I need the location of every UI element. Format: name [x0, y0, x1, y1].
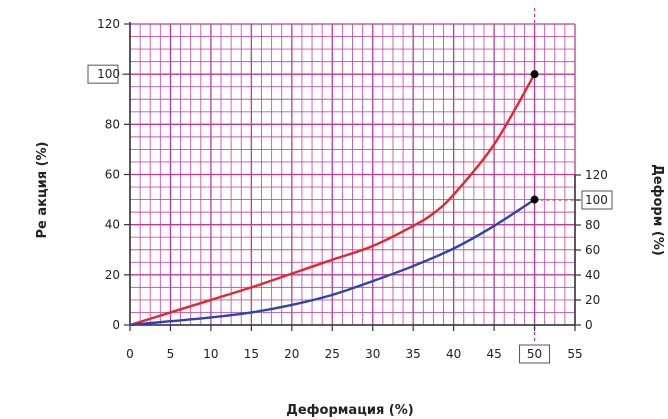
y-axis-title: Ре акция (%) — [35, 142, 50, 239]
x-tick-label: 50 — [527, 347, 542, 361]
y2-tick-label: 100 — [585, 193, 608, 207]
y2-tick-box — [581, 190, 613, 210]
grid — [122, 8, 605, 343]
y2-tick-label: 40 — [585, 268, 600, 282]
y2-tick-label: 20 — [585, 293, 600, 307]
x-tick-label: 30 — [365, 347, 380, 361]
x-tick-label: 0 — [126, 347, 134, 361]
y-tick-label: 40 — [105, 218, 120, 232]
series-line-1 — [128, 72, 536, 327]
y-tick-label: 80 — [105, 117, 120, 131]
x-tick-label: 55 — [567, 347, 582, 361]
x-tick-label: 20 — [284, 347, 299, 361]
x-tick-label: 10 — [203, 347, 218, 361]
markers-layer — [530, 70, 539, 204]
tick-labels: 0 5 10 15 20 25 30 35 40 45 50 55 0 20 40 60 80 100 120 0 20… — [87, 17, 613, 364]
y-tick-label: 60 — [105, 168, 120, 182]
x-tick-box — [519, 344, 551, 364]
y-tick-label: 20 — [105, 268, 120, 282]
x-tick-label: 40 — [446, 347, 461, 361]
y2-tick-label: 0 — [585, 318, 593, 332]
x-axis-title: Деформация (%) — [286, 403, 413, 418]
endpoint-marker-1 — [530, 70, 539, 79]
y-tick-box — [87, 64, 119, 84]
x-tick-label: 15 — [244, 347, 259, 361]
y2-tick-label: 120 — [585, 168, 608, 182]
x-tick-label: 35 — [406, 347, 421, 361]
x-tick-label: 45 — [486, 347, 501, 361]
endpoint-marker-2 — [530, 195, 539, 204]
x-tick-label: 25 — [325, 347, 340, 361]
y2-tick-label: 60 — [585, 243, 600, 257]
y2-tick-label: 80 — [585, 218, 600, 232]
y-tick-label: 120 — [97, 17, 120, 31]
series-line-2 — [128, 198, 536, 327]
y-tick-label: 0 — [112, 318, 120, 332]
y2-axis-title: Деформ (%) — [650, 164, 665, 256]
series-layer — [128, 72, 536, 327]
axes — [124, 22, 581, 331]
y-tick-label: 100 — [97, 67, 120, 81]
x-tick-label: 5 — [167, 347, 175, 361]
